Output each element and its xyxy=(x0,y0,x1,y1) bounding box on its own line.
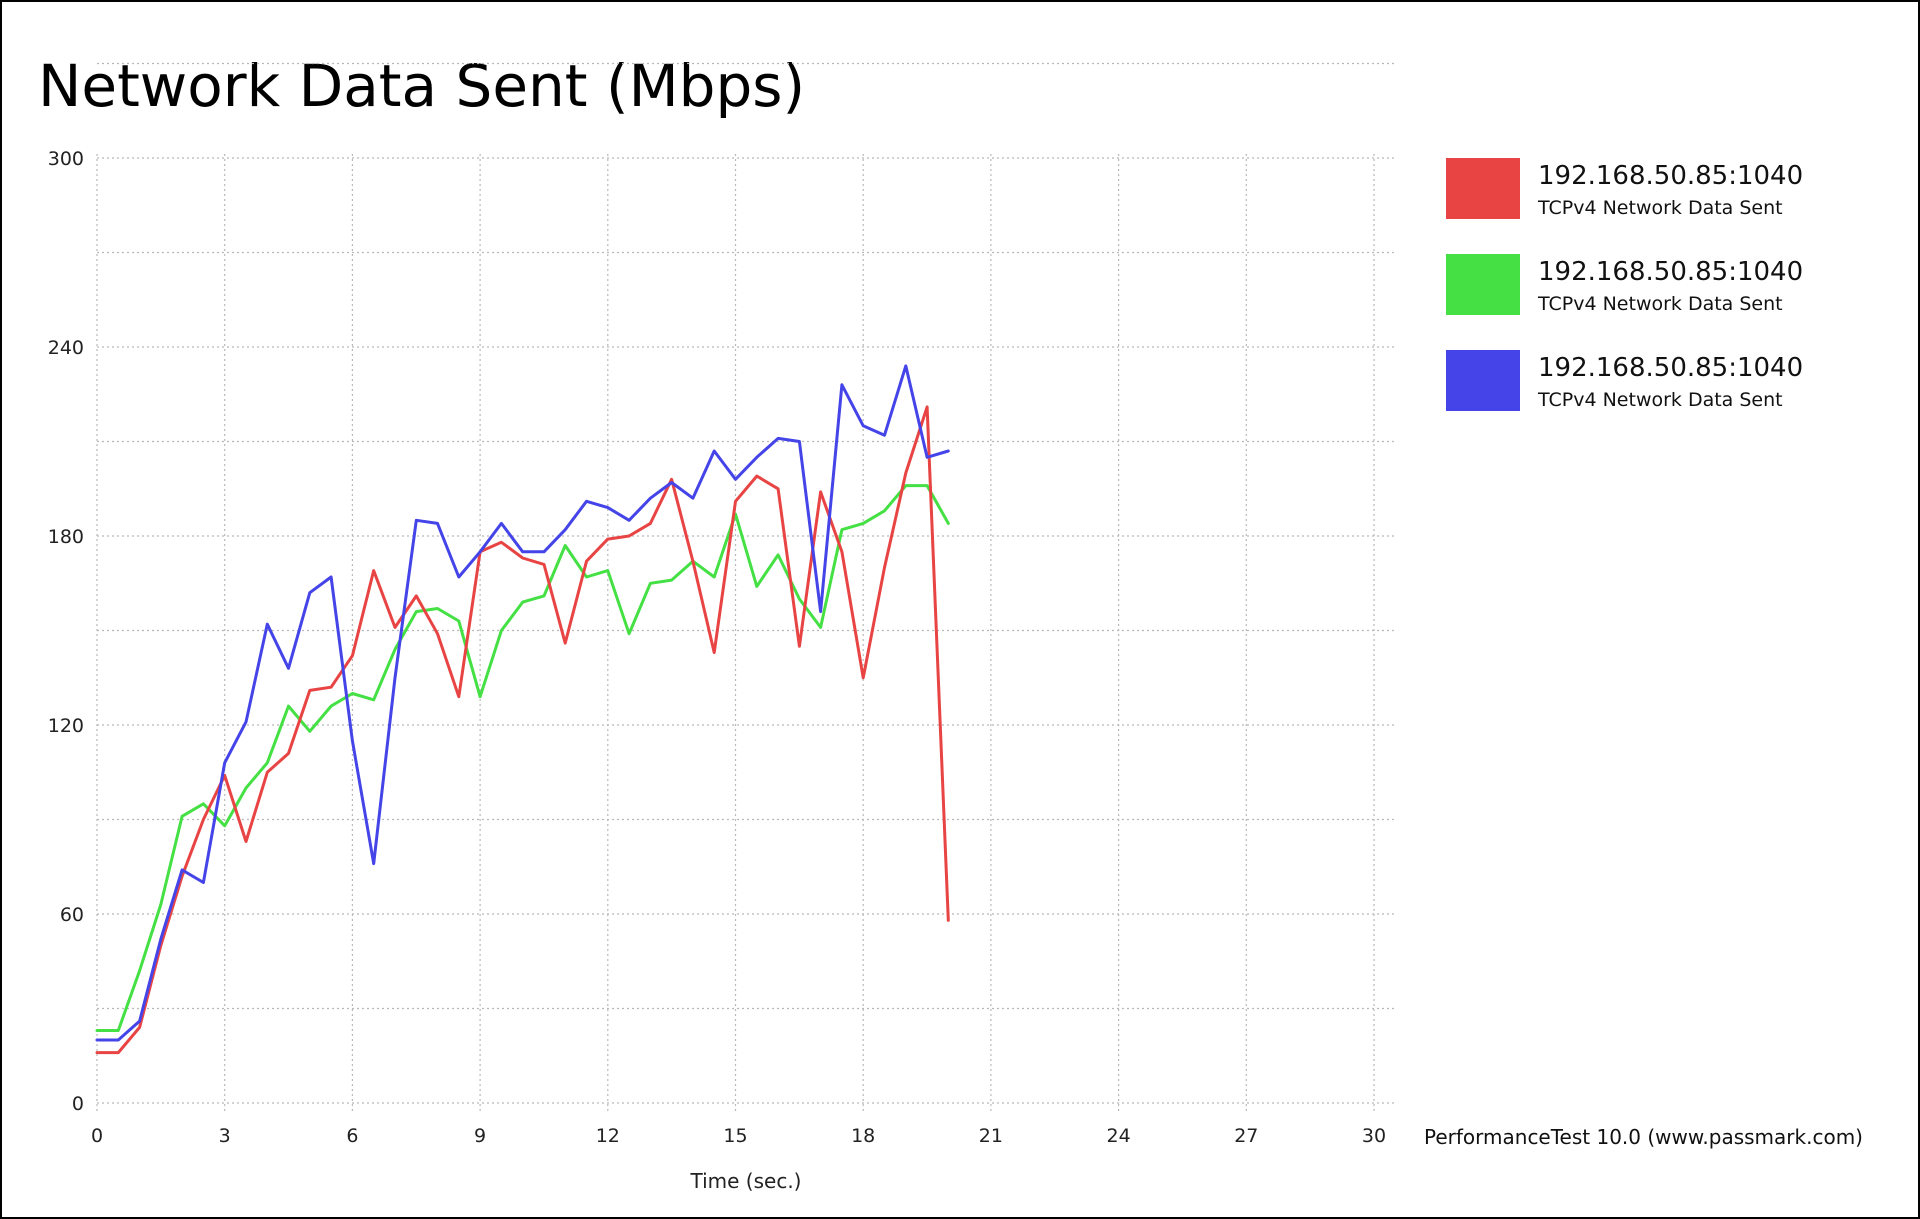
x-tick-label: 3 xyxy=(219,1125,231,1147)
legend-swatch-3 xyxy=(1446,350,1520,411)
x-tick-label: 12 xyxy=(596,1125,620,1147)
x-tick-label: 18 xyxy=(851,1125,875,1147)
series-lines xyxy=(95,364,950,1055)
y-tick-label: 120 xyxy=(48,715,84,737)
y-tick-label: 60 xyxy=(60,904,84,926)
legend-series-name: 192.168.50.85:1040 xyxy=(1538,161,1803,191)
series-line-2 xyxy=(95,484,950,1032)
y-tick-label: 180 xyxy=(48,526,84,548)
legend-series-name: 192.168.50.85:1040 xyxy=(1538,257,1803,287)
series-line-3 xyxy=(95,364,950,1042)
x-tick-label: 24 xyxy=(1107,1125,1131,1147)
legend-series-subtitle: TCPv4 Network Data Sent xyxy=(1537,293,1783,315)
x-tick-label: 21 xyxy=(979,1125,1003,1147)
x-axis-label: Time (sec.) xyxy=(690,1169,802,1193)
x-tick-label: 0 xyxy=(91,1125,103,1147)
legend-swatch-1 xyxy=(1446,158,1520,219)
y-tick-label: 0 xyxy=(72,1093,84,1115)
x-tick-label: 27 xyxy=(1234,1125,1258,1147)
x-tick-label: 6 xyxy=(346,1125,358,1147)
x-tick-label: 15 xyxy=(723,1125,747,1147)
y-tick-label: 300 xyxy=(48,148,84,170)
legend-series-name: 192.168.50.85:1040 xyxy=(1538,353,1803,383)
y-tick-label: 240 xyxy=(48,337,84,359)
chart-title: Network Data Sent (Mbps) xyxy=(38,52,805,120)
legend-series-subtitle: TCPv4 Network Data Sent xyxy=(1537,389,1783,411)
legend-series-subtitle: TCPv4 Network Data Sent xyxy=(1537,197,1783,219)
legend-swatch-2 xyxy=(1446,254,1520,315)
series-line-1 xyxy=(95,405,950,1055)
grid xyxy=(96,62,1394,1111)
legend: 192.168.50.85:1040 TCPv4 Network Data Sen… xyxy=(1446,158,1803,411)
x-tick-label: 9 xyxy=(474,1125,486,1147)
credit-text: PerformanceTest 10.0 (www.passmark.com) xyxy=(1424,1125,1863,1149)
x-tick-label: 30 xyxy=(1362,1125,1386,1147)
